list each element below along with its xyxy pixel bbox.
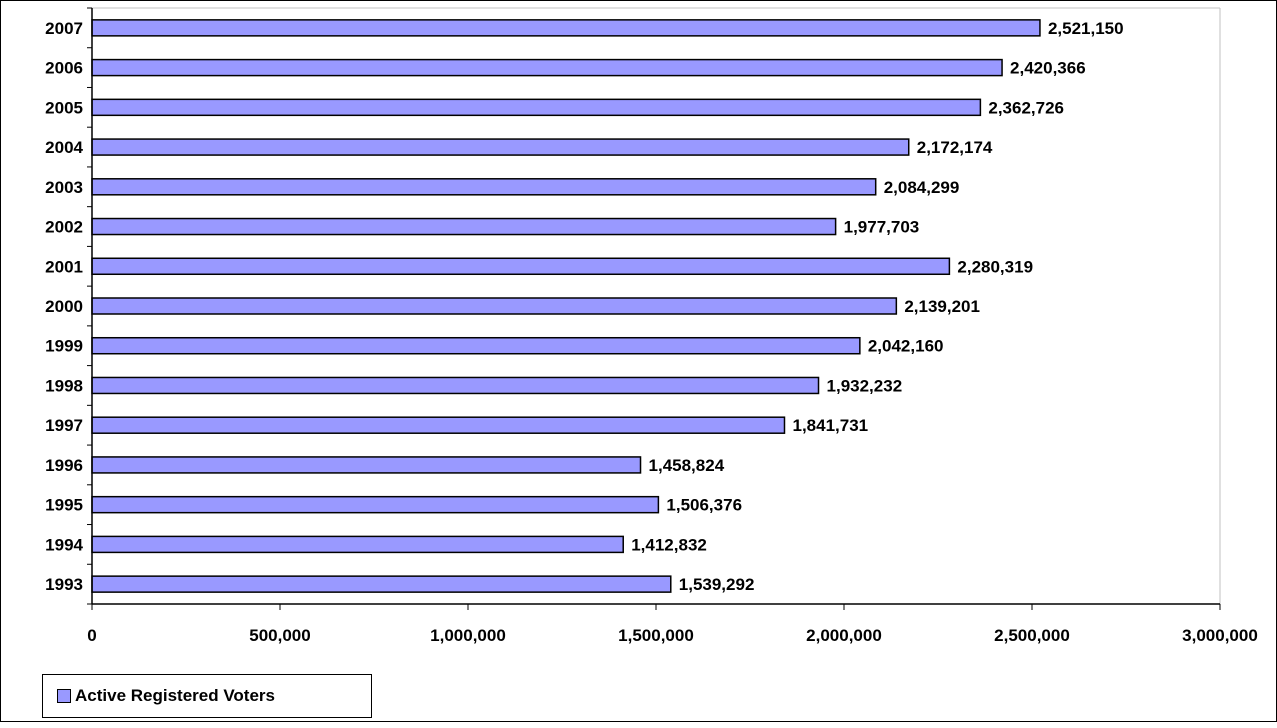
value-label-1995: 1,506,376 [666, 496, 742, 515]
bar-1994 [91, 535, 624, 554]
value-label-2002: 1,977,703 [844, 218, 920, 237]
category-label-2000: 2000 [45, 297, 83, 316]
x-tick-label: 0 [87, 626, 96, 645]
value-label-1996: 1,458,824 [649, 456, 725, 475]
category-label-1993: 1993 [45, 575, 83, 594]
legend-label: Active Registered Voters [75, 686, 275, 705]
value-label-1998: 1,932,232 [827, 376, 903, 395]
value-label-2007: 2,521,150 [1048, 19, 1124, 38]
category-label-1996: 1996 [45, 456, 83, 475]
bar-2004 [91, 138, 910, 156]
category-label-1998: 1998 [45, 376, 83, 395]
category-label-1999: 1999 [45, 337, 83, 356]
x-tick-label: 1,500,000 [618, 626, 694, 645]
bar-1999 [91, 336, 861, 355]
value-label-2004: 2,172,174 [917, 138, 993, 157]
bar-1998 [91, 376, 820, 395]
value-label-2005: 2,362,726 [988, 98, 1064, 117]
value-label-1993: 1,539,292 [679, 575, 755, 594]
x-tick-label: 2,000,000 [806, 626, 882, 645]
bar-1993 [91, 575, 672, 593]
bar-2007 [91, 19, 1041, 37]
x-tick-label: 1,000,000 [430, 626, 506, 645]
bar-1997 [91, 416, 786, 434]
category-label-2003: 2003 [45, 178, 83, 197]
plot-area: 2007 2,521,150 2006 2,420,366 2005 2,362,726 2… [45, 7, 1258, 645]
category-label-2004: 2004 [45, 138, 83, 157]
bar-2003 [91, 178, 877, 196]
category-label-2006: 2006 [45, 59, 83, 78]
value-label-2000: 2,139,201 [904, 297, 980, 316]
category-label-1997: 1997 [45, 416, 83, 435]
x-tick-label: 2,500,000 [994, 626, 1070, 645]
bar-1996 [91, 456, 642, 474]
category-label-2007: 2007 [45, 19, 83, 38]
legend: Active Registered Voters [42, 674, 372, 718]
category-label-2005: 2005 [45, 98, 83, 117]
value-label-1999: 2,042,160 [868, 337, 944, 356]
legend-swatch [57, 689, 71, 703]
bar-2006 [91, 58, 1003, 77]
value-label-2003: 2,084,299 [884, 178, 960, 197]
bar-1995 [91, 495, 660, 514]
value-label-1994: 1,412,832 [631, 535, 707, 554]
category-label-2001: 2001 [45, 257, 83, 276]
category-label-1995: 1995 [45, 496, 83, 515]
x-tick-label: 3,000,000 [1182, 626, 1258, 645]
value-label-1997: 1,841,731 [792, 416, 868, 435]
bar-2005 [91, 98, 982, 117]
category-label-1994: 1994 [45, 535, 83, 554]
value-label-2001: 2,280,319 [957, 257, 1033, 276]
value-label-2006: 2,420,366 [1010, 59, 1086, 78]
x-tick-label: 500,000 [249, 626, 310, 645]
bar-2000 [91, 297, 898, 315]
bar-2001 [91, 257, 951, 276]
bar-2002 [91, 217, 837, 236]
category-label-2002: 2002 [45, 218, 83, 237]
